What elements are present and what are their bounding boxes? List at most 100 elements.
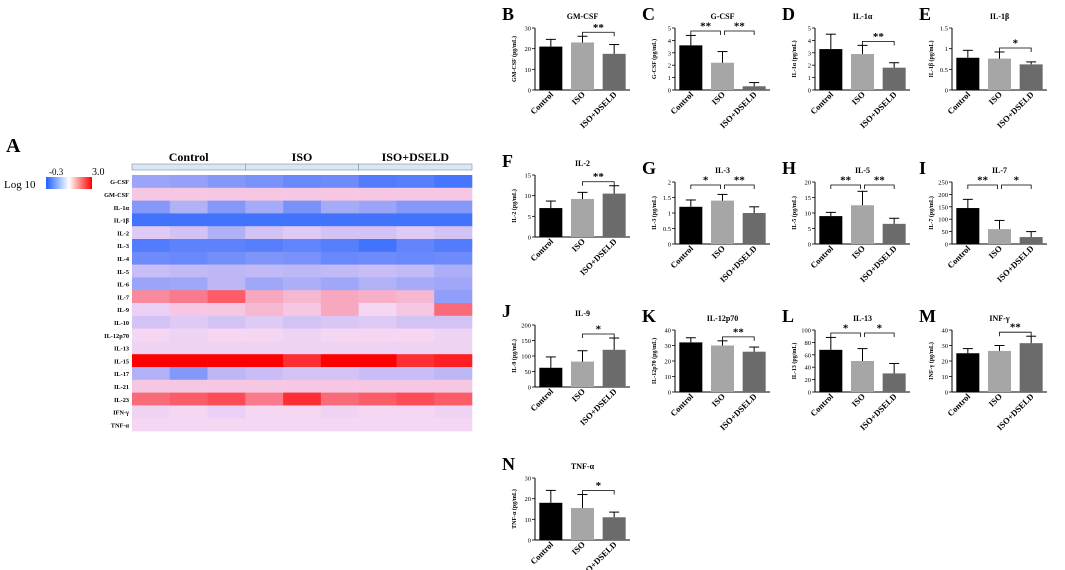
heatmap-cell [169,367,208,381]
heatmap-cell [169,277,208,291]
heatmap-cell [169,315,208,329]
significance-bracket [582,31,615,37]
heatmap-cell [320,354,359,368]
heatmap-cell [169,264,208,278]
x-tick-label: Control [668,89,695,116]
heatmap-cell [207,315,246,329]
y-tick-label: 0.5 [663,226,671,233]
panel-letter-n: N [502,454,515,474]
y-axis-label: IL-1α (pg/mL) [791,40,798,77]
y-tick-label: 40 [665,328,672,335]
heatmap-cell [283,290,322,304]
x-tick-label: Control [945,89,972,116]
chart-title: IL-9 [575,309,590,318]
significance-bracket [690,184,721,189]
y-tick-label: 0 [528,538,531,545]
row-label-il-9: IL-9 [117,307,129,314]
heatmap-cell [396,175,435,189]
significance-bracket [690,30,721,35]
y-tick-label: 10 [665,374,672,381]
bar-iso [851,205,874,244]
heatmap-cell [358,354,397,368]
heatmap-cell [245,303,284,317]
bar-iso-dseld [882,67,906,90]
heatmap-cell [207,200,246,214]
heatmap-cell [396,251,435,265]
heatmap-cell [320,405,359,419]
heatmap-cell [207,175,246,189]
significance-bracket [862,40,895,46]
panel-letter-f: F [502,151,513,171]
heatmap-cell [283,264,322,278]
y-tick-label: 40 [942,328,949,335]
chart-title: IL-1β [990,12,1009,21]
y-tick-label: 3 [808,50,811,57]
heatmap-cell [320,392,359,406]
y-tick-label: 2 [808,63,811,70]
x-tick-label: ISO [849,243,867,261]
x-tick-label: Control [668,243,695,270]
heatmap-cell [396,264,435,278]
group-header-control [131,163,246,171]
heatmap-cell [245,379,284,393]
heatmap-cell [245,405,284,419]
significance-label: ** [593,171,605,183]
y-tick-label: 20 [525,46,532,53]
bar-chart-il-13: L IL-13 0 20 40 60 80 100 IL-13 (pg/mL) Control IS… [782,306,910,432]
heatmap-cell [169,341,208,355]
row-label-il-5: IL-5 [117,269,129,276]
heatmap-cell [396,187,435,201]
bar-iso [851,54,874,90]
y-axis-label: IL-5 (pg/mL) [791,196,798,230]
bar-iso [571,198,594,237]
significance-label: ** [734,21,746,33]
heatmap-cell [207,277,246,291]
y-tick-label: 15 [525,173,532,180]
bar-iso [988,350,1011,392]
heatmap-cell [434,328,473,342]
x-tick-label: Control [808,243,835,270]
y-axis-label: IL-12p70 (pg/mL) [651,338,658,384]
y-tick-label: 0 [945,88,948,95]
heatmap-cell [132,341,171,355]
y-tick-label: 5 [668,26,671,33]
heatmap-cell [396,341,435,355]
chart-title: IL-13 [853,314,872,323]
panel-letter-c: C [642,4,655,24]
y-tick-label: 100 [521,354,531,361]
y-tick-label: 10 [525,517,532,524]
bar-iso [571,361,594,387]
y-tick-label: 200 [521,323,531,330]
x-tick-label: ISO [986,243,1004,261]
heatmap-cell [245,264,284,278]
significance-label: * [596,480,602,492]
heatmap-cell [434,354,473,368]
row-label-il-17: IL-17 [114,371,129,378]
significance-bracket [999,331,1032,337]
row-label-il-15: IL-15 [114,358,129,365]
heatmap-cell [396,392,435,406]
heatmap-cell [169,226,208,240]
y-tick-label: 0 [528,88,531,95]
y-axis-label: IL-1β (pg/mL) [928,41,935,78]
y-tick-label: 20 [525,496,532,503]
heatmap-cell [396,290,435,304]
bar-control [819,349,843,392]
bar-iso-dseld [1019,64,1043,90]
panel-letter-k: K [642,306,656,326]
y-tick-label: 20 [805,377,812,384]
heatmap-cell [245,328,284,342]
heatmap-cell [434,239,473,253]
heatmap-cell [207,264,246,278]
x-tick-label: ISO [569,89,587,107]
heatmap-cell [169,418,208,432]
bar-control [539,208,563,237]
heatmap-cell [207,328,246,342]
heatmap-cell [358,379,397,393]
group-label-iso: ISO [292,150,313,164]
y-tick-label: 2 [668,180,671,187]
row-label-tnf: TNF-α [111,422,130,429]
